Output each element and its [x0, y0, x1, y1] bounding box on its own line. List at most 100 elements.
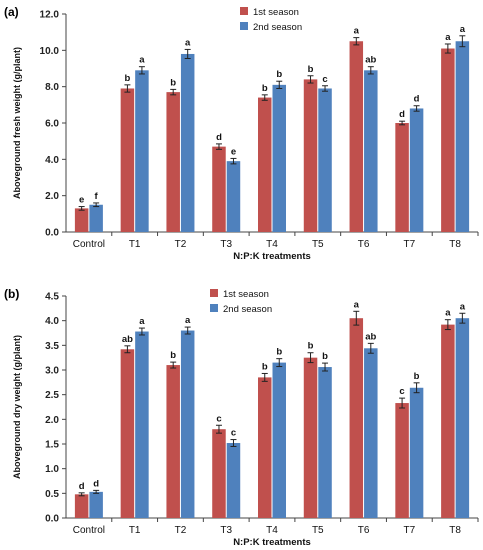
x-tick-label: T1 [129, 525, 141, 536]
y-tick-label: 2.0 [45, 191, 59, 202]
bar-season1 [166, 365, 180, 518]
bar-season1 [74, 494, 89, 518]
significance-letter: c [322, 74, 327, 85]
x-tick-label: T5 [312, 525, 324, 536]
bar-season2 [318, 367, 332, 518]
chart-panel-a: (a) 0.0 2.0 4.0 6.0 8.0 10.0 12.0 Aboveground fr… [4, 5, 479, 262]
significance-letter: a [460, 24, 466, 35]
bar-season1 [441, 48, 455, 233]
bar-season1 [212, 429, 226, 518]
y-tick-label: 1.0 [45, 464, 59, 475]
bar-season1 [74, 208, 89, 232]
significance-letter: c [231, 428, 236, 439]
bar-season2 [455, 41, 470, 232]
bar-season2 [409, 387, 424, 518]
significance-letter: b [322, 351, 328, 362]
bar-season1 [120, 88, 135, 232]
x-axis-title: N:P:K treatments [233, 251, 311, 262]
x-tick-label: Control [73, 525, 105, 536]
y-tick-label: 10.0 [40, 46, 60, 57]
significance-letter: a [185, 37, 191, 48]
significance-letter: a [445, 308, 451, 319]
significance-letter: d [414, 94, 420, 105]
significance-letter: b [170, 77, 176, 88]
bar-season1 [349, 41, 364, 232]
x-tick-label: T8 [449, 239, 461, 250]
significance-letter: b [276, 347, 282, 358]
legend-swatch [210, 289, 218, 297]
y-tick-label: 3.0 [45, 366, 59, 377]
bar-season2 [272, 362, 286, 518]
legend-entry: 1st season [223, 289, 269, 300]
bar-season2 [135, 70, 149, 232]
x-tick-label: T4 [266, 239, 278, 250]
significance-letter: f [95, 191, 99, 202]
significance-letter: ab [365, 55, 376, 66]
significance-letter: a [445, 32, 451, 43]
significance-letter: a [354, 26, 360, 37]
bar-season2 [272, 84, 286, 232]
significance-letter: d [216, 132, 222, 143]
bar-season1 [120, 349, 135, 518]
significance-letter: ab [122, 334, 133, 345]
y-tick-label: 2.5 [45, 390, 59, 401]
x-tick-label: T5 [312, 239, 324, 250]
y-axis-title: Aboveground fresh weight (g/plant) [12, 47, 22, 199]
significance-letter: d [399, 109, 405, 120]
significance-letter: d [93, 478, 99, 489]
bar-season2 [135, 331, 149, 518]
bar-season2 [89, 204, 103, 232]
significance-letter: ab [365, 331, 376, 342]
bar-season1 [395, 123, 409, 232]
bar-season2 [364, 348, 378, 518]
significance-letter: c [216, 413, 221, 424]
y-tick-label: 6.0 [45, 119, 59, 130]
y-tick-label: 3.5 [45, 341, 59, 352]
bar-season1 [212, 146, 226, 232]
x-tick-label: T6 [358, 525, 370, 536]
significance-letter: a [460, 301, 466, 312]
significance-letter: a [139, 55, 145, 66]
significance-letter: a [139, 316, 145, 327]
bar-season2 [409, 108, 424, 232]
x-tick-label: T4 [266, 525, 278, 536]
significance-letter: d [79, 481, 85, 492]
x-tick-label: T7 [403, 239, 415, 250]
y-tick-label: 1.5 [45, 440, 59, 451]
significance-letter: b [276, 69, 282, 80]
legend-entry: 1st season [253, 7, 299, 18]
y-axis-title: Aboveground dry weight (g/plant) [12, 335, 22, 479]
bar-season2 [226, 443, 241, 518]
bar-season2 [226, 161, 241, 232]
y-tick-label: 4.0 [45, 316, 59, 327]
y-tick-label: 12.0 [40, 10, 60, 21]
x-tick-label: T6 [358, 239, 370, 250]
bar-season1 [258, 97, 272, 232]
bar-season2 [455, 318, 470, 518]
x-axis-title: N:P:K treatments [233, 537, 311, 548]
y-tick-label: 4.0 [45, 155, 59, 166]
significance-letter: b [170, 350, 176, 361]
significance-letter: b [308, 64, 314, 75]
x-tick-label: T3 [220, 239, 232, 250]
panel-label: (a) [4, 5, 19, 19]
significance-letter: b [262, 361, 268, 372]
significance-letter: e [79, 195, 84, 206]
x-tick-label: T2 [175, 525, 187, 536]
bar-season1 [441, 324, 455, 518]
significance-letter: b [262, 83, 268, 94]
legend-entry: 2nd season [223, 304, 272, 315]
legend-swatch [240, 22, 248, 30]
significance-letter: c [399, 386, 404, 397]
chart-panel-b: (b) 0.0 0.5 1.0 1.5 2.0 2.5 3.0 3.5 4.0 4.5 Abovegr… [4, 287, 479, 548]
x-tick-label: T1 [129, 239, 141, 250]
bar-season2 [318, 88, 332, 232]
bar-season1 [303, 79, 318, 233]
bar-season1 [349, 318, 364, 518]
legend-entry: 2nd season [253, 22, 302, 33]
significance-letter: b [125, 73, 131, 84]
bar-season2 [364, 70, 378, 232]
y-tick-label: 0.0 [45, 514, 59, 525]
bar-season2 [180, 53, 195, 232]
y-tick-label: 0.5 [45, 489, 59, 500]
